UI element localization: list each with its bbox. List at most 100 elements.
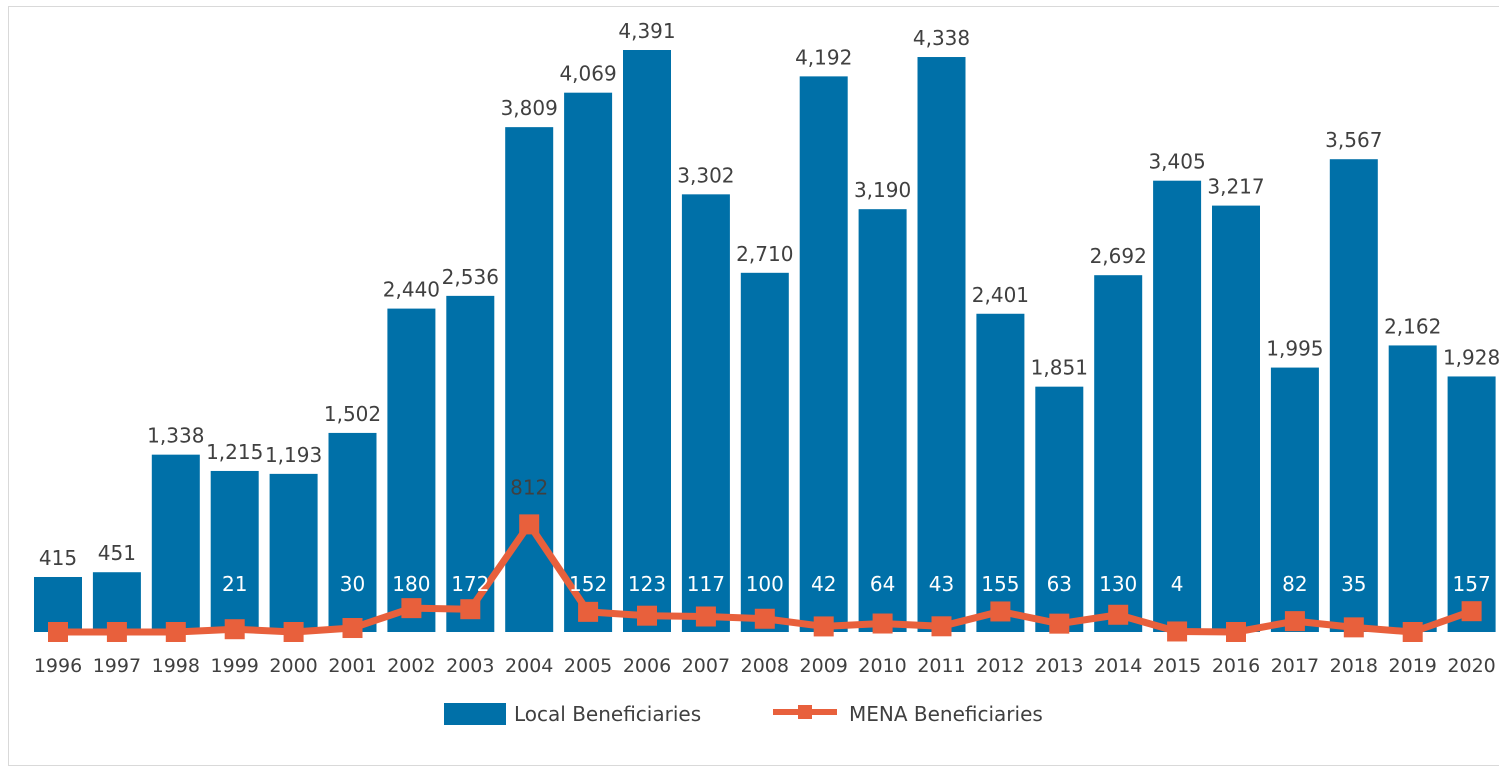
point-mena-2019 <box>1402 622 1423 642</box>
x-axis-ticks: 1996 1997 1998 1999 2000 2001 2002 2003 2004 2005… <box>34 655 1496 677</box>
point-mena-2000 <box>283 622 304 642</box>
x-tick-2014: 2014 <box>1094 655 1142 677</box>
x-tick-2010: 2010 <box>858 655 906 677</box>
legend-label-mena: MENA Beneficiaries <box>849 702 1043 726</box>
x-tick-2012: 2012 <box>976 655 1024 677</box>
point-mena-2016 <box>1226 622 1246 642</box>
point-label-mena-2014: 130 <box>1099 572 1137 596</box>
bar-local-1999 <box>210 470 259 632</box>
bar-label-local-2000: 1,193 <box>265 443 322 467</box>
point-mena-1997 <box>106 622 127 642</box>
legend-swatch-mena-marker <box>798 705 812 719</box>
bar-local-2020 <box>1447 376 1496 632</box>
bar-local-2003 <box>446 295 495 632</box>
point-mena-2008 <box>754 608 775 629</box>
x-tick-2013: 2013 <box>1035 655 1083 677</box>
x-tick-2016: 2016 <box>1212 655 1260 677</box>
legend-label-local: Local Beneficiaries <box>514 702 701 726</box>
bar-label-local-2017: 1,995 <box>1266 337 1323 361</box>
point-label-mena-2011: 43 <box>929 572 954 596</box>
bar-local-2018 <box>1329 159 1378 632</box>
point-label-mena-2006: 123 <box>628 572 666 596</box>
point-mena-2013 <box>1049 613 1070 634</box>
x-tick-2017: 2017 <box>1271 655 1319 677</box>
x-tick-2020: 2020 <box>1447 655 1495 677</box>
point-label-mena-2018: 35 <box>1341 572 1366 596</box>
bar-label-local-1996: 415 <box>39 546 77 570</box>
bar-label-local-2015: 3,405 <box>1148 150 1205 174</box>
point-label-mena-2015: 4 <box>1171 572 1184 596</box>
point-mena-1998 <box>165 622 186 642</box>
point-label-mena-2017: 82 <box>1282 572 1307 596</box>
point-label-mena-2010: 64 <box>870 572 895 596</box>
bar-local-1998 <box>151 454 200 632</box>
bar-local-2002 <box>387 308 436 632</box>
bar-label-local-2020: 1,928 <box>1443 345 1499 369</box>
point-mena-2012 <box>990 601 1011 622</box>
point-mena-2007 <box>695 606 716 627</box>
x-tick-2009: 2009 <box>800 655 848 677</box>
bar-label-local-1999: 1,215 <box>206 440 263 464</box>
bar-local-2006 <box>623 50 671 632</box>
bar-local-2004 <box>505 127 554 633</box>
point-mena-1999 <box>224 619 245 640</box>
legend: Local Beneficiaries MENA Beneficiaries <box>444 702 1043 726</box>
bar-local-2011 <box>917 57 966 632</box>
bar-local-2015 <box>1153 180 1202 632</box>
bar-local-2005 <box>564 92 613 632</box>
x-tick-2002: 2002 <box>387 655 435 677</box>
point-mena-2009 <box>813 616 834 637</box>
x-tick-1996: 1996 <box>34 655 82 677</box>
bar-label-local-2011: 4,338 <box>913 26 970 50</box>
bar-label-local-2010: 3,190 <box>854 178 911 202</box>
x-tick-2015: 2015 <box>1153 655 1201 677</box>
bar-label-local-2005: 4,069 <box>559 62 616 86</box>
bar-label-local-1997: 451 <box>98 541 136 565</box>
bar-local-2012 <box>976 313 1025 632</box>
point-mena-1996 <box>48 622 68 642</box>
point-mena-2010 <box>872 613 893 634</box>
x-tick-2008: 2008 <box>741 655 789 677</box>
bar-label-local-2002: 2,440 <box>383 278 440 302</box>
point-label-mena-2003: 172 <box>451 572 489 596</box>
bar-local-2008 <box>740 272 789 632</box>
x-tick-2019: 2019 <box>1389 655 1437 677</box>
bar-label-local-2001: 1,502 <box>324 402 381 426</box>
point-label-mena-2009: 42 <box>811 572 836 596</box>
point-label-mena-2002: 180 <box>392 572 430 596</box>
x-tick-2007: 2007 <box>682 655 730 677</box>
bar-label-local-2019: 2,162 <box>1384 314 1441 338</box>
x-tick-2001: 2001 <box>328 655 376 677</box>
bars-layer <box>34 50 1496 633</box>
bar-label-local-2006: 4,391 <box>618 19 675 43</box>
point-label-mena-2001: 30 <box>340 572 365 596</box>
bar-label-local-2016: 3,217 <box>1207 175 1264 199</box>
point-label-mena-2020: 157 <box>1453 572 1491 596</box>
point-mena-2005 <box>578 601 599 622</box>
bar-local-2016 <box>1212 205 1260 633</box>
bar-label-local-2012: 2,401 <box>972 283 1029 307</box>
line-layer <box>48 514 1482 642</box>
point-mena-2001 <box>342 618 363 639</box>
point-label-mena-2013: 63 <box>1047 572 1072 596</box>
point-mena-2002 <box>401 598 422 619</box>
point-mena-2017 <box>1284 611 1305 632</box>
x-tick-2018: 2018 <box>1330 655 1378 677</box>
bar-local-2009 <box>799 76 848 632</box>
x-tick-2011: 2011 <box>917 655 965 677</box>
x-tick-1997: 1997 <box>93 655 141 677</box>
point-mena-2014 <box>1108 604 1129 625</box>
point-mena-2015 <box>1167 621 1188 642</box>
point-mena-2018 <box>1343 617 1364 638</box>
bar-label-local-2009: 4,192 <box>795 45 852 69</box>
point-mena-2020 <box>1461 601 1482 622</box>
bar-label-local-2018: 3,567 <box>1325 128 1382 152</box>
bar-label-local-2014: 2,692 <box>1090 244 1147 268</box>
bar-label-local-2003: 2,536 <box>442 265 499 289</box>
point-label-mena-2004: 812 <box>510 475 548 499</box>
legend-swatch-local <box>444 703 506 725</box>
bar-local-2014 <box>1094 275 1143 632</box>
point-mena-2011 <box>931 616 952 637</box>
